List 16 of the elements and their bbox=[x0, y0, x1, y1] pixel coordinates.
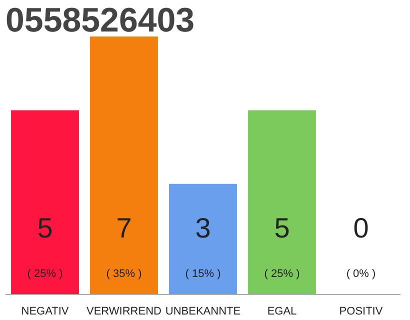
x-tick-label: EGAL bbox=[267, 306, 297, 318]
x-tick-label: VERWIRREND bbox=[86, 306, 162, 318]
annotation: ( 15% ) bbox=[185, 268, 221, 280]
chart-title: 0558526403 bbox=[6, 2, 195, 40]
data-label: 7 bbox=[116, 212, 132, 244]
x-tick-label: NEGATIV bbox=[21, 306, 70, 318]
annotation: ( 25% ) bbox=[264, 268, 300, 280]
data-label: 0 bbox=[353, 212, 369, 244]
annotation: ( 0% ) bbox=[346, 268, 376, 280]
annotation: ( 35% ) bbox=[106, 268, 142, 280]
data-label: 3 bbox=[195, 212, 211, 244]
data-label: 5 bbox=[274, 212, 290, 244]
x-tick-label: UNBEKANNTE bbox=[165, 306, 241, 318]
data-label: 5 bbox=[37, 212, 53, 244]
annotation: ( 25% ) bbox=[27, 268, 63, 280]
x-tick-label: POSITIV bbox=[339, 306, 384, 318]
